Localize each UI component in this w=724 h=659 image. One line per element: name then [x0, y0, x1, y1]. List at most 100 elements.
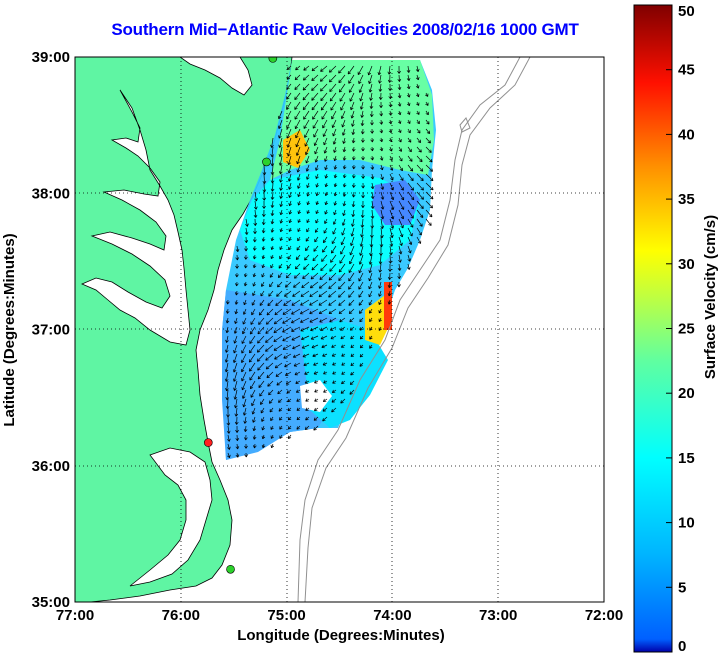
velocity-arrow — [297, 182, 301, 189]
velocity-arrow — [368, 290, 373, 298]
velocity-arrow — [328, 281, 337, 290]
velocity-arrow — [279, 434, 283, 439]
velocity-arrow — [368, 74, 373, 84]
velocity-arrow — [350, 353, 355, 357]
velocity-arrow — [387, 299, 392, 305]
velocity-arrow — [369, 236, 374, 248]
velocity-arrow — [338, 74, 346, 84]
velocity-arrow — [291, 299, 301, 306]
velocity-arrow — [341, 371, 346, 375]
velocity-arrow — [309, 317, 319, 323]
velocity-arrow — [288, 200, 292, 207]
velocity-arrow — [406, 263, 411, 270]
velocity-arrow — [406, 101, 411, 107]
velocity-arrow — [425, 92, 429, 97]
velocity-arrow — [359, 326, 364, 331]
velocity-arrow — [252, 443, 257, 449]
velocity-arrow — [338, 308, 346, 315]
velocity-arrow — [351, 218, 355, 227]
velocity-arrow — [275, 299, 283, 307]
velocity-arrow — [425, 155, 433, 163]
velocity-arrow — [226, 407, 230, 418]
velocity-arrow — [333, 209, 337, 216]
velocity-arrow — [282, 308, 292, 315]
velocity-arrow — [359, 236, 364, 247]
velocity-arrow — [313, 245, 319, 252]
colorbar-tick: 30 — [678, 256, 695, 273]
velocity-arrow — [359, 344, 364, 349]
velocity-arrow — [286, 389, 292, 394]
velocity-arrow — [416, 227, 422, 236]
velocity-arrow — [251, 407, 256, 415]
velocity-arrow — [270, 254, 274, 260]
velocity-arrow — [261, 227, 266, 234]
velocity-arrow — [425, 182, 434, 191]
velocity-arrow — [367, 65, 373, 76]
colorbar-tick: 15 — [678, 450, 695, 467]
velocity-arrow — [370, 164, 375, 170]
velocity-arrow — [250, 389, 256, 398]
velocity-arrow — [370, 200, 375, 209]
velocity-arrow — [296, 155, 301, 165]
velocity-arrow — [318, 299, 328, 306]
velocity-arrow — [294, 110, 301, 120]
velocity-arrow — [350, 344, 355, 348]
velocity-arrow — [361, 146, 365, 152]
colorbar-tick: 25 — [678, 321, 695, 338]
velocity-arrow — [352, 173, 356, 179]
velocity-arrow — [331, 119, 337, 128]
velocity-arrow — [387, 290, 392, 297]
velocity-arrow — [342, 137, 346, 144]
velocity-arrow — [397, 74, 402, 82]
velocity-arrow — [425, 119, 430, 125]
colorbar — [633, 4, 673, 653]
velocity-arrow — [314, 380, 319, 384]
longitude-tick: 76:00 — [162, 607, 200, 624]
velocity-arrow — [320, 335, 328, 340]
velocity-arrow — [304, 146, 310, 156]
velocity-arrow — [295, 254, 301, 260]
velocity-arrow — [332, 380, 337, 384]
velocity-arrow — [328, 299, 337, 306]
velocity-arrow — [252, 434, 257, 440]
velocity-arrow — [235, 263, 239, 269]
velocity-arrow — [269, 281, 274, 288]
velocity-arrow — [309, 308, 319, 315]
velocity-arrow — [306, 218, 310, 223]
velocity-arrow — [338, 272, 346, 282]
velocity-arrow — [314, 407, 319, 412]
velocity-arrow — [370, 209, 375, 219]
colorbar-tick: 0 — [678, 638, 686, 655]
velocity-arrow — [351, 137, 356, 144]
velocity-arrow — [235, 425, 239, 433]
velocity-arrow — [350, 101, 355, 111]
velocity-arrow — [370, 155, 375, 161]
velocity-arrow — [350, 110, 355, 119]
velocity-arrow — [323, 371, 328, 375]
velocity-arrow — [292, 290, 301, 297]
velocity-arrow — [261, 425, 265, 431]
velocity-arrow — [416, 218, 423, 227]
velocity-arrow — [312, 254, 319, 262]
velocity-arrow — [235, 443, 240, 450]
velocity-arrow — [270, 443, 275, 449]
latitude-tick: 38:00 — [32, 185, 70, 202]
velocity-arrow — [360, 119, 365, 127]
velocity-arrow — [416, 209, 424, 218]
velocity-arrow — [249, 371, 256, 381]
velocity-arrow — [407, 173, 414, 182]
velocity-arrow — [320, 83, 328, 92]
velocity-arrow — [332, 218, 337, 225]
velocity-arrow — [234, 416, 239, 425]
velocity-arrow — [323, 380, 328, 384]
velocity-arrow — [387, 272, 392, 280]
velocity-arrow — [398, 218, 404, 229]
velocity-arrow — [342, 191, 347, 197]
velocity-arrow — [380, 218, 385, 229]
velocity-arrow — [388, 101, 393, 108]
velocity-arrow — [294, 119, 301, 130]
velocity-arrow — [324, 191, 329, 197]
velocity-arrow — [225, 317, 230, 324]
velocity-arrow — [389, 218, 395, 229]
velocity-arrow — [261, 218, 266, 226]
